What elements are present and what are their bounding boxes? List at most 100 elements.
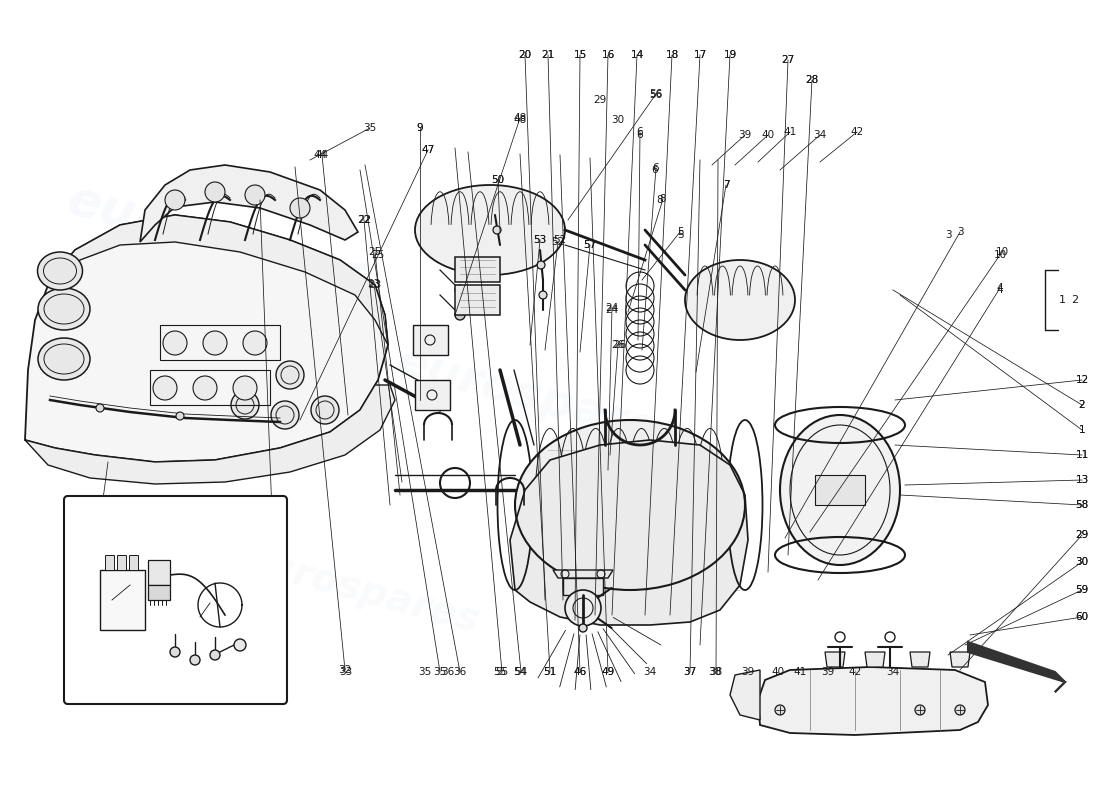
Text: 16: 16 xyxy=(602,50,615,60)
Text: 8: 8 xyxy=(660,194,667,204)
Circle shape xyxy=(233,376,257,400)
Polygon shape xyxy=(25,385,395,484)
Text: 40: 40 xyxy=(771,667,784,677)
Text: 23: 23 xyxy=(367,279,381,289)
Text: 20: 20 xyxy=(518,50,531,60)
Polygon shape xyxy=(563,578,603,595)
Polygon shape xyxy=(100,570,145,630)
Circle shape xyxy=(170,647,180,657)
Text: 10: 10 xyxy=(996,247,1009,257)
FancyBboxPatch shape xyxy=(64,496,287,704)
Ellipse shape xyxy=(37,252,82,290)
Text: 59: 59 xyxy=(1076,585,1089,595)
Text: 29: 29 xyxy=(1076,530,1089,540)
Text: eurospares: eurospares xyxy=(390,340,690,460)
Text: 34: 34 xyxy=(813,130,826,140)
Polygon shape xyxy=(415,380,450,410)
Ellipse shape xyxy=(415,185,565,275)
Polygon shape xyxy=(129,555,138,570)
Text: 6: 6 xyxy=(651,165,658,175)
Text: 17: 17 xyxy=(693,50,706,60)
Text: 35: 35 xyxy=(418,667,431,677)
Text: 47: 47 xyxy=(421,145,434,155)
Text: 2: 2 xyxy=(1079,400,1086,410)
Text: 23: 23 xyxy=(368,280,382,290)
Text: 33: 33 xyxy=(340,667,353,677)
Text: 25: 25 xyxy=(372,250,385,260)
Text: 11: 11 xyxy=(1076,450,1089,460)
Text: 42: 42 xyxy=(848,667,861,677)
Circle shape xyxy=(776,705,785,715)
Text: 19: 19 xyxy=(724,50,737,60)
Text: 1: 1 xyxy=(1058,295,1066,305)
Text: 36: 36 xyxy=(441,667,454,677)
Text: 30: 30 xyxy=(1076,557,1089,567)
Text: 25: 25 xyxy=(368,247,382,257)
Text: 58: 58 xyxy=(1076,500,1089,510)
Polygon shape xyxy=(865,652,886,667)
Text: 46: 46 xyxy=(573,667,586,677)
Text: 12: 12 xyxy=(1076,375,1089,385)
Text: 16: 16 xyxy=(602,50,615,60)
Text: 14: 14 xyxy=(630,50,644,60)
Text: 39: 39 xyxy=(738,130,751,140)
Circle shape xyxy=(955,705,965,715)
Text: 56: 56 xyxy=(649,89,662,99)
Text: 26: 26 xyxy=(612,340,625,350)
Text: 2: 2 xyxy=(1071,295,1079,305)
Text: 34: 34 xyxy=(644,667,657,677)
Circle shape xyxy=(886,632,895,642)
Text: 57: 57 xyxy=(583,240,596,250)
Polygon shape xyxy=(117,555,126,570)
Text: 22: 22 xyxy=(359,215,372,225)
Text: 21: 21 xyxy=(541,50,554,60)
Circle shape xyxy=(537,261,544,269)
Text: 6: 6 xyxy=(637,127,644,137)
Polygon shape xyxy=(968,642,1065,692)
Circle shape xyxy=(204,331,227,355)
Text: 35: 35 xyxy=(433,667,447,677)
Text: 13: 13 xyxy=(1076,475,1089,485)
Text: 6: 6 xyxy=(652,163,659,173)
Polygon shape xyxy=(730,670,760,720)
Circle shape xyxy=(96,404,104,412)
Bar xyxy=(160,325,280,360)
Text: 51: 51 xyxy=(543,667,557,677)
Text: 1: 1 xyxy=(1079,425,1086,435)
Text: 48: 48 xyxy=(514,113,527,123)
Bar xyxy=(150,370,270,405)
Text: 31: 31 xyxy=(72,667,85,677)
Text: 54: 54 xyxy=(514,667,527,677)
Text: 39: 39 xyxy=(822,667,835,677)
Circle shape xyxy=(915,705,925,715)
Text: 9: 9 xyxy=(417,123,424,133)
Circle shape xyxy=(163,331,187,355)
Text: 41: 41 xyxy=(783,127,796,137)
Text: 4: 4 xyxy=(997,285,1003,295)
Polygon shape xyxy=(104,555,114,570)
Text: 49: 49 xyxy=(602,667,615,677)
Text: 5: 5 xyxy=(676,227,683,237)
Text: 6: 6 xyxy=(637,130,644,140)
Text: 53: 53 xyxy=(534,235,547,245)
Polygon shape xyxy=(455,257,500,282)
Circle shape xyxy=(455,310,465,320)
Text: 59: 59 xyxy=(1076,585,1089,595)
Text: 57: 57 xyxy=(583,240,596,250)
Text: 22: 22 xyxy=(358,215,371,225)
Text: eurospares: eurospares xyxy=(236,540,484,640)
Text: 28: 28 xyxy=(805,75,818,85)
Circle shape xyxy=(176,412,184,420)
Ellipse shape xyxy=(515,420,745,590)
Circle shape xyxy=(205,182,225,202)
Text: 21: 21 xyxy=(541,50,554,60)
Text: 3: 3 xyxy=(945,230,952,240)
Polygon shape xyxy=(455,285,500,315)
Text: 44: 44 xyxy=(314,150,327,160)
Circle shape xyxy=(234,639,246,651)
Text: 52: 52 xyxy=(553,235,566,245)
Text: 51: 51 xyxy=(543,667,557,677)
Text: 30: 30 xyxy=(612,115,625,125)
Circle shape xyxy=(271,401,299,429)
Text: 2: 2 xyxy=(1079,400,1086,410)
